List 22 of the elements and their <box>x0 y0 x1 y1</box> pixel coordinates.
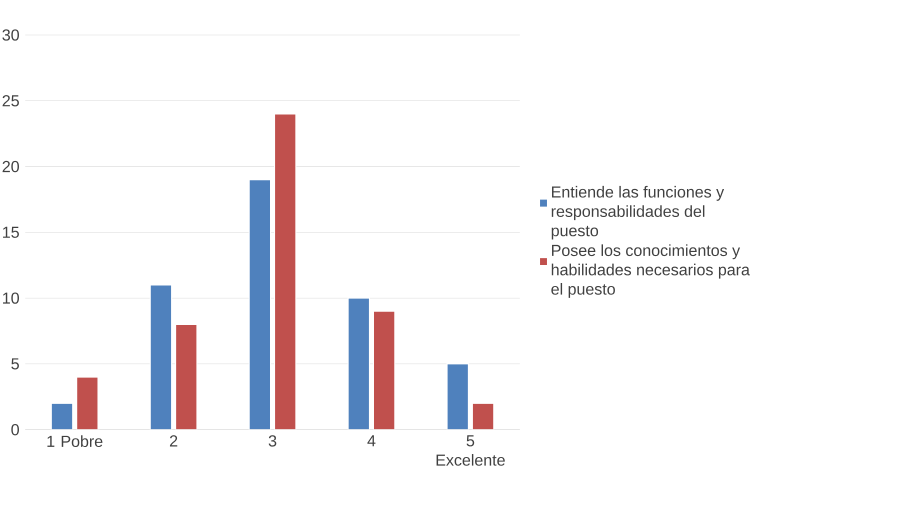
x-tick-label: 5 Excelente <box>436 435 505 466</box>
bar <box>348 298 370 430</box>
y-tick-label: 5 <box>11 358 19 370</box>
bar <box>446 363 469 430</box>
y-tick-label: 30 <box>2 29 19 41</box>
legend-label: Entiende las funciones y responsabilidades del puesto <box>552 186 724 240</box>
y-tick-label: 25 <box>2 95 19 106</box>
bar <box>175 324 198 430</box>
x-tick-label: 4 <box>367 435 376 446</box>
bar <box>76 376 99 430</box>
x-tick-label: 1 Pobre <box>47 435 102 448</box>
bar <box>248 179 272 430</box>
x-tick-label: 2 <box>170 435 178 446</box>
bar <box>274 113 296 430</box>
x-tick-label: 3 <box>268 435 276 447</box>
y-tick-label: 0 <box>11 424 19 436</box>
bar <box>372 310 396 430</box>
y-tick-label: 20 <box>2 160 19 172</box>
legend-label: Posee los conocimientos y habilidades necesarios para el puesto <box>551 244 750 298</box>
bar <box>150 284 172 430</box>
y-tick-label: 15 <box>3 226 19 238</box>
y-tick-label: 10 <box>3 292 19 304</box>
